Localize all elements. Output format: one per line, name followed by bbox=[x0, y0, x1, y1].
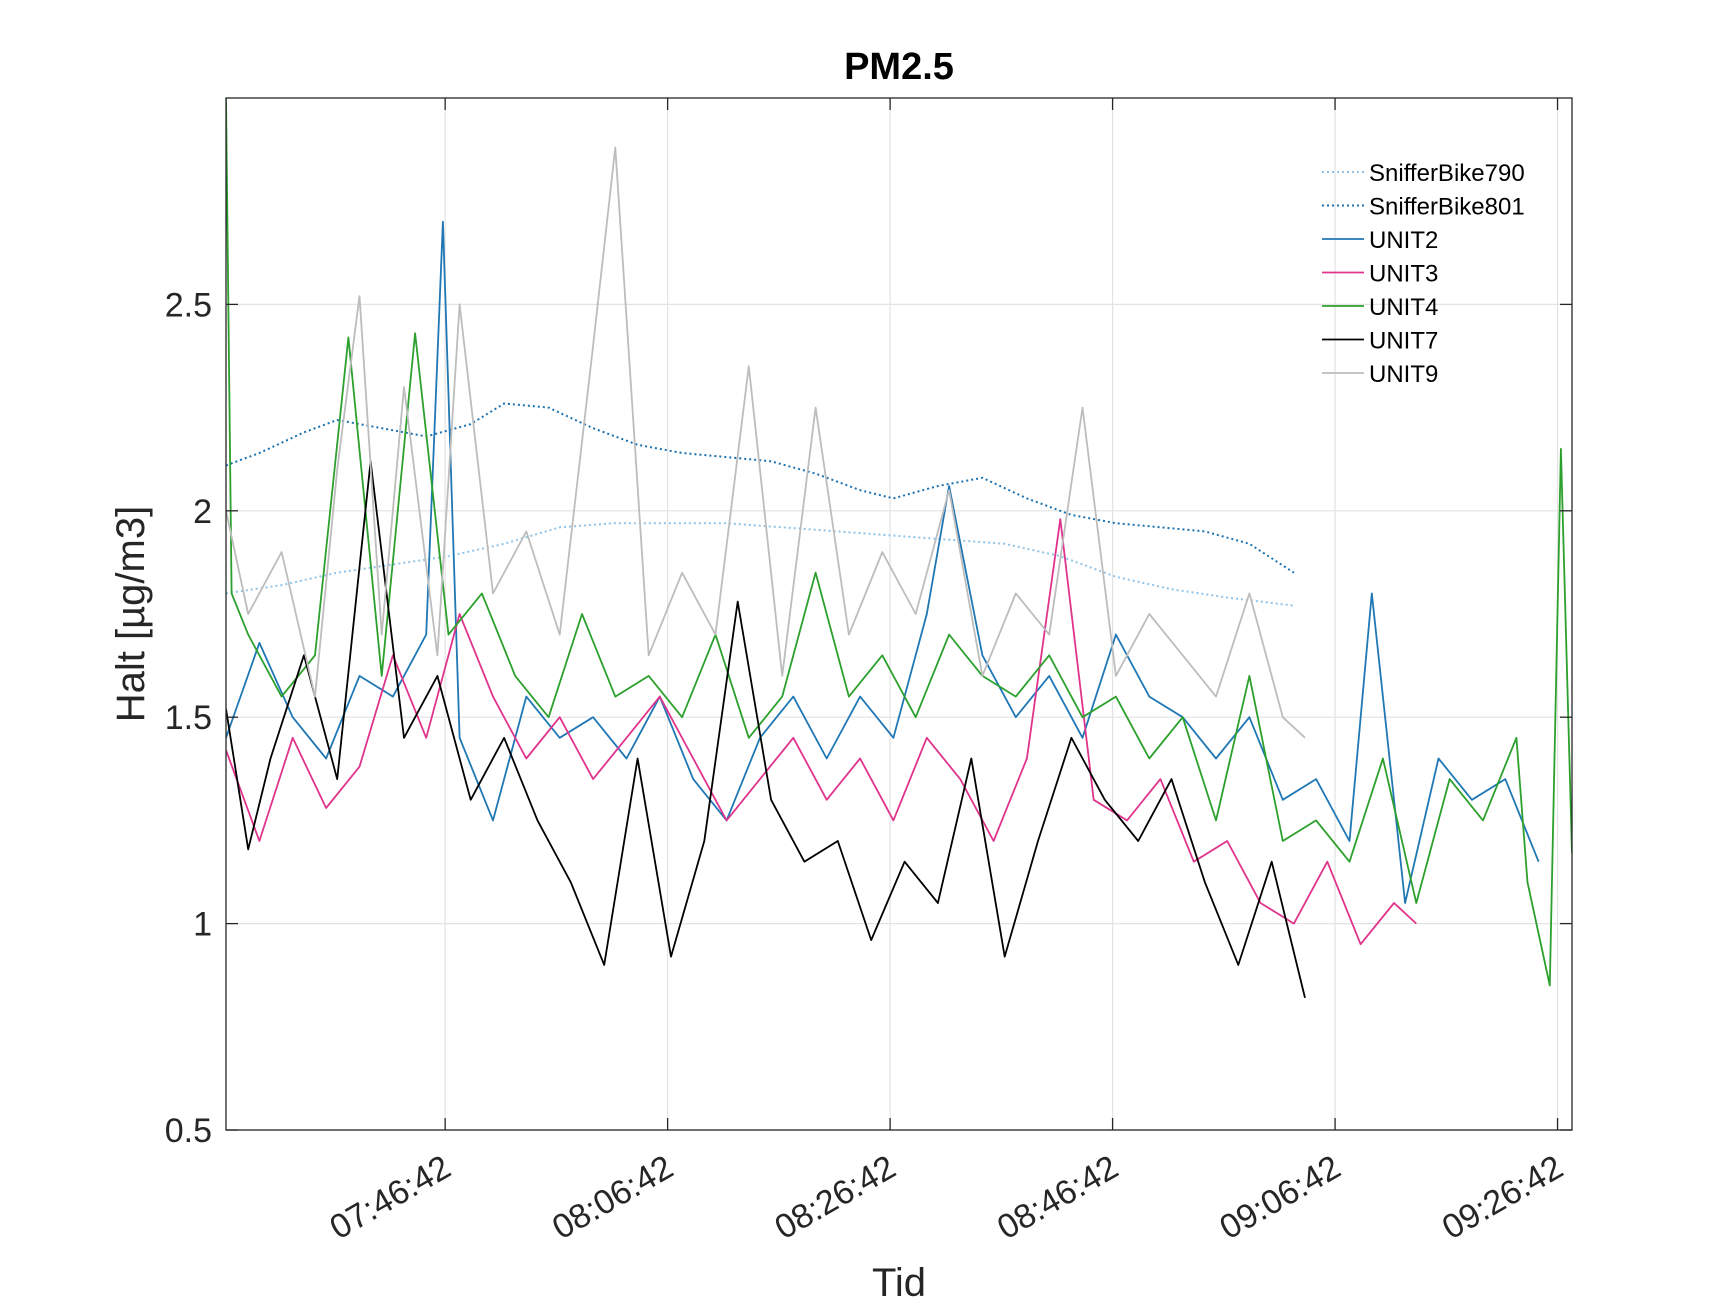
y-tick-label: 0.5 bbox=[165, 1112, 212, 1150]
axes-background bbox=[226, 98, 1572, 1130]
legend-entry-label: UNIT2 bbox=[1369, 227, 1438, 254]
series-line-unit4 bbox=[226, 98, 1572, 987]
series-line-unit3 bbox=[226, 518, 1417, 946]
legend-entry-label: UNIT3 bbox=[1369, 261, 1438, 288]
axes-box bbox=[225, 97, 1573, 1131]
legend-entry-label: UNIT9 bbox=[1369, 361, 1438, 388]
series-line-unit7 bbox=[226, 460, 1306, 999]
x-axis-label: Tid bbox=[872, 1261, 926, 1305]
series-line-unit9 bbox=[226, 146, 1306, 739]
legend: SnifferBike790 SnifferBike801 UNIT2 UNIT3 UN… bbox=[1322, 160, 1525, 388]
y-tick-label: 2.5 bbox=[165, 286, 212, 324]
legend-entry-label: SnifferBike801 bbox=[1369, 194, 1525, 221]
series-lines bbox=[226, 98, 1572, 999]
y-tick-label: 1.5 bbox=[165, 699, 212, 737]
chart-title: PM2.5 bbox=[844, 46, 954, 88]
series-line-unit2 bbox=[226, 220, 1540, 904]
legend-entry-label: UNIT7 bbox=[1369, 328, 1438, 355]
legend-entry-label: UNIT4 bbox=[1369, 294, 1438, 321]
y-axis-label: Halt [µg/m3] bbox=[109, 506, 153, 722]
series-line-snifferbike790 bbox=[226, 522, 1295, 607]
y-tick-label: 2 bbox=[193, 493, 212, 531]
legend-entry-label: SnifferBike790 bbox=[1369, 160, 1525, 187]
y-axis-ticks: 0.5 1 1.5 2 2.5 bbox=[165, 286, 1572, 1150]
plot-area: 07:46:42 08:06:42 08:26:42 08:46:42 09:06:42… bbox=[165, 97, 1573, 1247]
y-tick-label: 1 bbox=[193, 906, 212, 944]
series-line-snifferbike801 bbox=[226, 402, 1295, 574]
